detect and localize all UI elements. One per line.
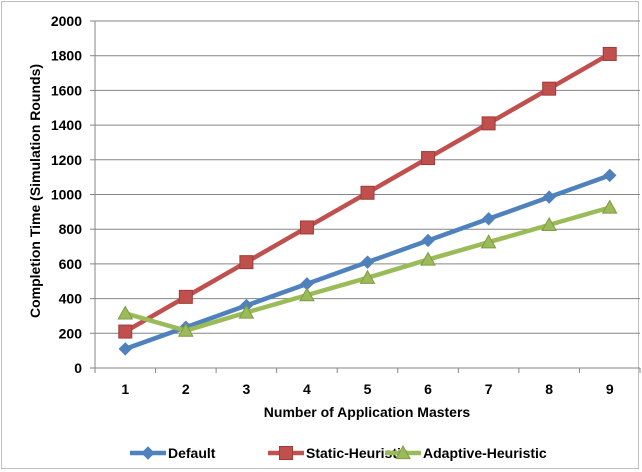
adaptive-heuristic-marker [359, 269, 376, 284]
static-heuristic-marker [360, 185, 375, 200]
default-marker [118, 342, 132, 356]
y-tick-label: 1800 [51, 48, 82, 64]
y-tick-label: 0 [74, 360, 82, 376]
legend-static-heuristic-marker [279, 446, 293, 460]
legend-item-adaptive-heuristic: Adaptive-Heuristic [385, 444, 547, 461]
static-heuristic-marker [481, 116, 496, 131]
legend-default-marker [141, 446, 155, 460]
y-tick-label: 400 [59, 291, 83, 307]
x-tick-label: 2 [182, 381, 190, 397]
legend: Default Static-Heuristic Adaptive-Heuristi… [130, 444, 547, 461]
static-heuristic-marker [602, 46, 617, 61]
gridlines [95, 20, 640, 334]
legend-adaptive-heuristic-marker [395, 444, 411, 460]
x-tick-label: 5 [364, 381, 372, 397]
series-adaptive-heuristic [117, 199, 618, 337]
x-tick-label: 8 [545, 381, 553, 397]
static-heuristic-marker [118, 324, 133, 339]
y-tick-label: 600 [59, 256, 83, 272]
adaptive-heuristic-marker [177, 322, 194, 337]
y-tick-label: 1400 [51, 117, 82, 133]
default-marker [603, 168, 617, 183]
legend-item-static-heuristic: Static-Heuristic [268, 445, 409, 461]
x-tick-label: 1 [121, 381, 129, 397]
adaptive-heuristic-marker [601, 199, 618, 214]
x-axis-title: Number of Application Masters [264, 404, 471, 420]
axes [90, 20, 641, 373]
adaptive-heuristic-marker [420, 251, 436, 266]
default-marker [542, 190, 556, 204]
series-lines [117, 46, 618, 356]
tick-labels: 0 200 400 600 800 1000 1200 1400 1600 1800 2000 1 2 3… [51, 13, 614, 397]
x-tick-label: 9 [606, 381, 614, 397]
y-axis-title: Completion Time (Simulation Rounds) [27, 64, 43, 318]
adaptive-heuristic-marker [238, 304, 255, 319]
adaptive-heuristic-marker [541, 216, 558, 231]
x-tick-label: 6 [424, 381, 432, 397]
legend-label: Default [168, 445, 216, 461]
adaptive-heuristic-marker [480, 234, 497, 249]
legend-label: Adaptive-Heuristic [423, 445, 547, 461]
x-tick-label: 4 [303, 381, 311, 397]
y-tick-label: 1200 [51, 152, 82, 168]
x-tick-label: 7 [485, 381, 493, 397]
series-static-heuristic [118, 46, 617, 339]
y-tick-label: 1600 [51, 82, 82, 98]
y-tick-label: 2000 [51, 13, 82, 29]
adaptive-heuristic-marker [117, 305, 134, 320]
y-tick-label: 1000 [51, 187, 82, 203]
adaptive-heuristic-marker [299, 287, 315, 302]
default-marker [360, 255, 375, 269]
static-heuristic-marker [239, 255, 254, 270]
series-default [118, 168, 617, 356]
y-tick-label: 200 [59, 325, 83, 341]
default-marker [421, 233, 435, 248]
y-tick-label: 800 [59, 221, 83, 237]
default-marker [481, 212, 496, 226]
static-heuristic-marker [178, 289, 193, 304]
static-heuristic-marker [542, 81, 557, 96]
static-heuristic-marker [421, 151, 436, 166]
static-heuristic-marker [299, 220, 314, 235]
adaptive-heuristic-line [124, 205, 611, 333]
legend-item-default: Default [130, 445, 216, 461]
legend-label: Static-Heuristic [306, 445, 409, 461]
x-tick-label: 3 [242, 381, 250, 397]
